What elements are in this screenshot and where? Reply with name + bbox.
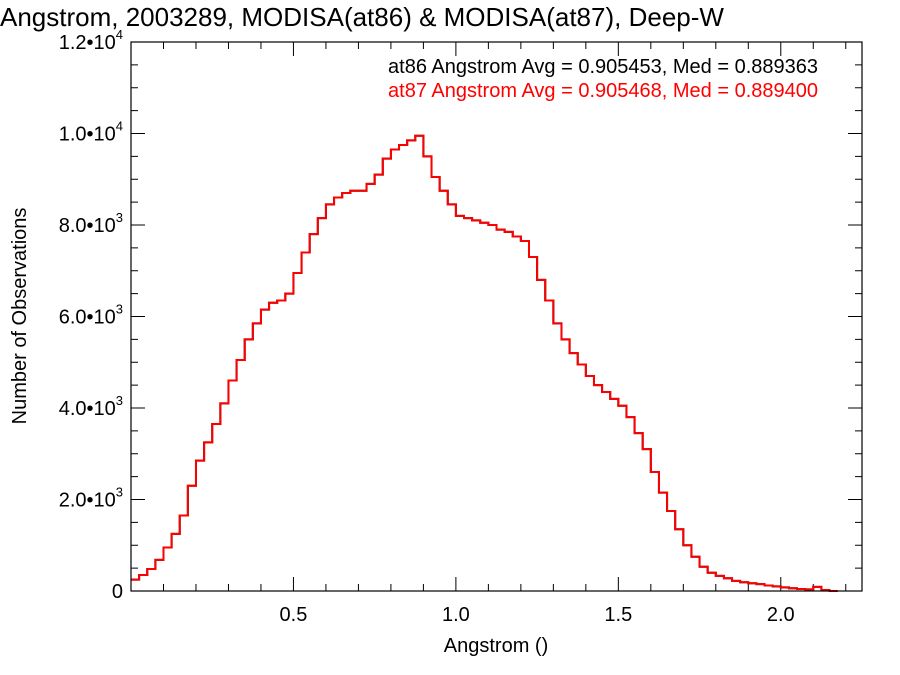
series-lines (131, 134, 838, 592)
y-tick-label: 1.2•104 (59, 27, 123, 54)
y-tick-mantissa: 4.0•10 (59, 398, 116, 420)
y-tick-mantissa: 0 (112, 581, 123, 603)
y-tick-mantissa: 8.0•10 (59, 215, 116, 237)
x-tick-label: 2.0 (767, 604, 795, 626)
y-tick-label: 4.0•103 (59, 393, 123, 420)
y-axis-label: Number of Observations (9, 208, 31, 425)
y-tick-exponent: 3 (116, 393, 123, 408)
y-tick-mantissa: 6.0•10 (59, 307, 116, 329)
tick-labels: 0.5 1.0 1.5 2.002.0•1034.0•1036.0•1038.0•10… (59, 27, 795, 626)
x-tick-label: 0.5 (280, 604, 308, 626)
stats-label-at87: at87 Angstrom Avg = 0.905468, Med = 0.88… (388, 80, 818, 102)
x-axis-label: Angstrom () (444, 635, 548, 657)
y-tick-exponent: 4 (116, 27, 123, 42)
x-tick-label: 1.5 (604, 604, 632, 626)
y-tick-mantissa: 2.0•10 (59, 490, 116, 512)
y-tick-label: 8.0•103 (59, 210, 123, 237)
y-tick-label: 6.0•103 (59, 302, 123, 329)
y-tick-label: 1.0•104 (59, 119, 123, 146)
y-tick-mantissa: 1.0•10 (59, 124, 116, 146)
y-tick-exponent: 4 (116, 119, 123, 134)
x-tick-label: 1.0 (442, 604, 470, 626)
stats-label-at86: at86 Angstrom Avg = 0.905453, Med = 0.88… (388, 56, 818, 78)
chart-title: Angstrom, 2003289, MODISA(at86) & MODISA… (0, 2, 724, 32)
y-tick-exponent: 3 (116, 302, 123, 317)
y-tick-label: 2.0•103 (59, 485, 123, 512)
y-tick-exponent: 3 (116, 210, 123, 225)
axis-ticks (131, 41, 862, 592)
y-tick-label: 0 (112, 581, 123, 603)
plot-frame (130, 41, 863, 592)
series-line-at87 (131, 134, 838, 592)
y-tick-mantissa: 1.2•10 (59, 32, 116, 54)
y-tick-exponent: 3 (116, 485, 123, 500)
